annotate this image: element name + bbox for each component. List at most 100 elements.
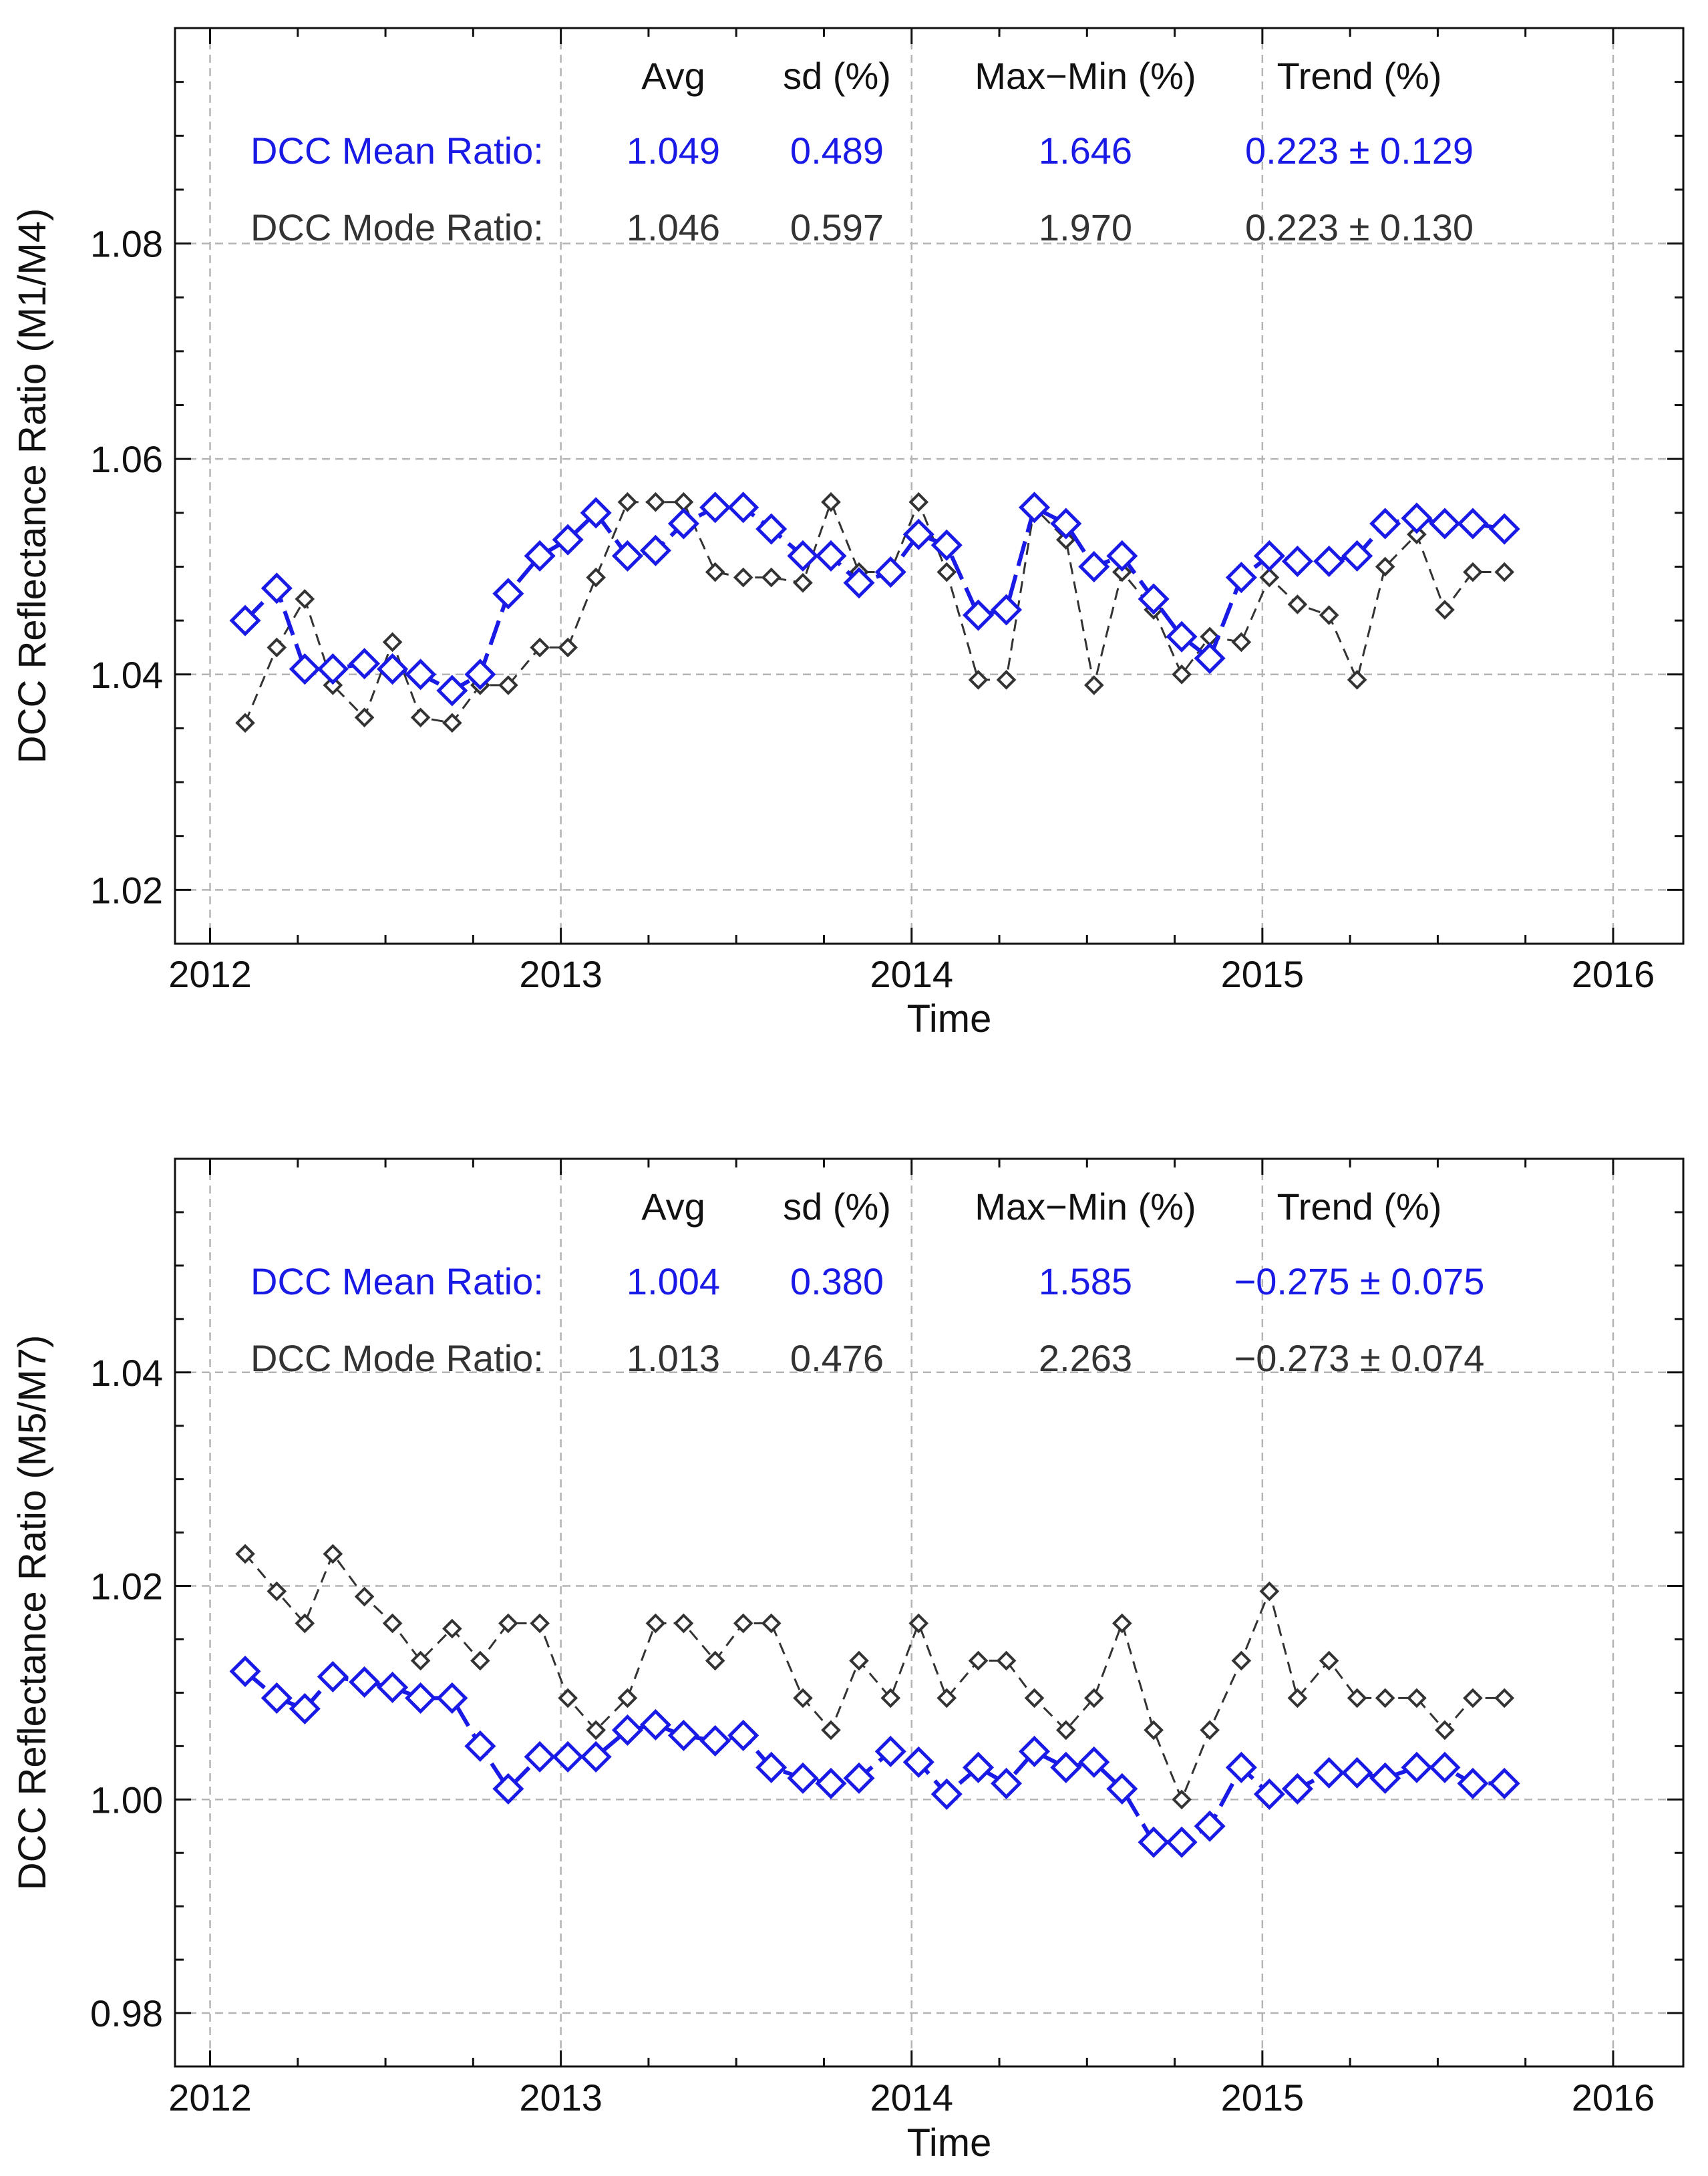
mode-marker bbox=[235, 713, 255, 733]
mode-marker bbox=[382, 1613, 403, 1634]
y-axis-title: DCC Reflectance Ratio (M5/M7) bbox=[11, 1335, 54, 1891]
mean-marker bbox=[1018, 492, 1051, 524]
mode-marker bbox=[1435, 600, 1455, 620]
mode-marker bbox=[410, 1650, 431, 1671]
x-tick-label: 2015 bbox=[1221, 953, 1305, 995]
mode-marker bbox=[498, 1613, 518, 1634]
mode-marker bbox=[1407, 524, 1427, 544]
mode-marker bbox=[267, 1581, 287, 1602]
series-line-mode bbox=[244, 1552, 1505, 1803]
stats-value: 2.263 bbox=[1039, 1337, 1132, 1379]
y-tick-label: 1.02 bbox=[90, 869, 163, 911]
mean-marker bbox=[1253, 540, 1285, 572]
mode-marker bbox=[705, 562, 725, 582]
mode-marker bbox=[761, 1613, 782, 1634]
mean-marker bbox=[580, 497, 612, 529]
mode-marker bbox=[530, 637, 550, 658]
mode-marker bbox=[908, 492, 929, 512]
mean-marker bbox=[1429, 508, 1461, 540]
mean-marker bbox=[1401, 502, 1433, 534]
mean-marker bbox=[580, 1741, 612, 1773]
mode-marker bbox=[968, 670, 989, 690]
stats-value: 0.489 bbox=[790, 130, 884, 172]
mean-marker bbox=[524, 540, 556, 572]
mode-marker bbox=[705, 1650, 725, 1671]
mean-marker bbox=[524, 1741, 556, 1773]
mean-marker bbox=[639, 1708, 671, 1741]
mean-marker bbox=[930, 1778, 963, 1810]
mean-marker bbox=[377, 653, 409, 685]
x-tick-label: 2016 bbox=[1572, 2076, 1655, 2119]
mean-marker bbox=[1341, 540, 1373, 572]
mean-marker bbox=[755, 1751, 788, 1783]
mode-marker bbox=[936, 1688, 957, 1708]
mean-marker bbox=[1078, 550, 1110, 583]
mean-marker bbox=[229, 604, 261, 637]
mean-marker bbox=[1225, 1751, 1257, 1783]
mean-marker bbox=[1281, 1773, 1313, 1805]
mean-marker bbox=[990, 594, 1023, 626]
mode-marker bbox=[1259, 567, 1280, 588]
mode-marker bbox=[1407, 1688, 1427, 1708]
mean-marker bbox=[611, 1714, 643, 1746]
mode-marker bbox=[793, 1688, 813, 1708]
mean-marker bbox=[1018, 1735, 1051, 1767]
mode-marker bbox=[354, 1586, 375, 1607]
mean-marker bbox=[1050, 1751, 1082, 1783]
mode-marker bbox=[267, 637, 287, 658]
mean-marker bbox=[405, 1682, 437, 1714]
mode-marker bbox=[558, 637, 578, 658]
series-line-mean bbox=[243, 504, 1505, 693]
plot-frame bbox=[174, 27, 1685, 945]
x-tick-label: 2012 bbox=[168, 2076, 252, 2119]
mode-marker bbox=[1083, 1688, 1104, 1708]
stats-value: 1.049 bbox=[627, 130, 720, 172]
y-tick-label: 1.04 bbox=[90, 1352, 163, 1394]
stats-value: 1.046 bbox=[627, 206, 720, 248]
mode-marker bbox=[936, 562, 957, 582]
mean-marker bbox=[261, 1682, 293, 1714]
mean-marker bbox=[1313, 1757, 1345, 1789]
stats-header-label: Avg bbox=[641, 55, 705, 97]
y-tick-label: 1.00 bbox=[90, 1779, 163, 1821]
mode-marker bbox=[586, 567, 606, 588]
mean-marker bbox=[787, 540, 819, 572]
mean-marker bbox=[1457, 1767, 1489, 1799]
mode-marker bbox=[1463, 562, 1483, 582]
mode-marker bbox=[733, 1613, 753, 1634]
mean-marker bbox=[667, 508, 699, 540]
mode-marker bbox=[1287, 594, 1308, 614]
mode-marker bbox=[295, 1613, 315, 1634]
stats-series-name: DCC Mean Ratio: bbox=[250, 130, 544, 172]
mode-marker bbox=[908, 1613, 929, 1634]
stats-header-label: sd (%) bbox=[783, 55, 891, 97]
x-tick-label: 2014 bbox=[870, 2076, 953, 2119]
mean-marker bbox=[1313, 545, 1345, 577]
mode-marker bbox=[1024, 1688, 1045, 1708]
y-axis-title: DCC Reflectance Ratio (M1/M4) bbox=[11, 208, 54, 764]
mode-marker bbox=[498, 675, 518, 695]
mode-marker bbox=[586, 1720, 606, 1741]
mode-marker bbox=[673, 492, 694, 512]
mean-marker bbox=[377, 1671, 409, 1703]
mean-marker bbox=[1194, 643, 1226, 675]
mean-marker bbox=[902, 518, 934, 550]
mode-marker bbox=[1200, 1720, 1220, 1741]
stats-value: 0.223 ± 0.129 bbox=[1245, 130, 1474, 172]
mode-marker bbox=[235, 1544, 255, 1564]
mean-marker bbox=[1166, 620, 1198, 653]
mean-marker bbox=[552, 524, 584, 556]
plot-frame bbox=[174, 1157, 1685, 2068]
mode-marker bbox=[849, 1650, 869, 1671]
mean-marker bbox=[1166, 1826, 1198, 1858]
mean-marker bbox=[1488, 1767, 1520, 1799]
mode-marker bbox=[1494, 1688, 1515, 1708]
mean-marker bbox=[962, 599, 995, 631]
mean-marker bbox=[727, 1719, 759, 1751]
stats-value: 1.646 bbox=[1039, 130, 1132, 172]
x-tick-label: 2013 bbox=[519, 2076, 603, 2119]
mean-marker bbox=[1138, 1826, 1170, 1858]
mean-marker bbox=[492, 1773, 524, 1805]
mean-marker bbox=[464, 659, 496, 691]
